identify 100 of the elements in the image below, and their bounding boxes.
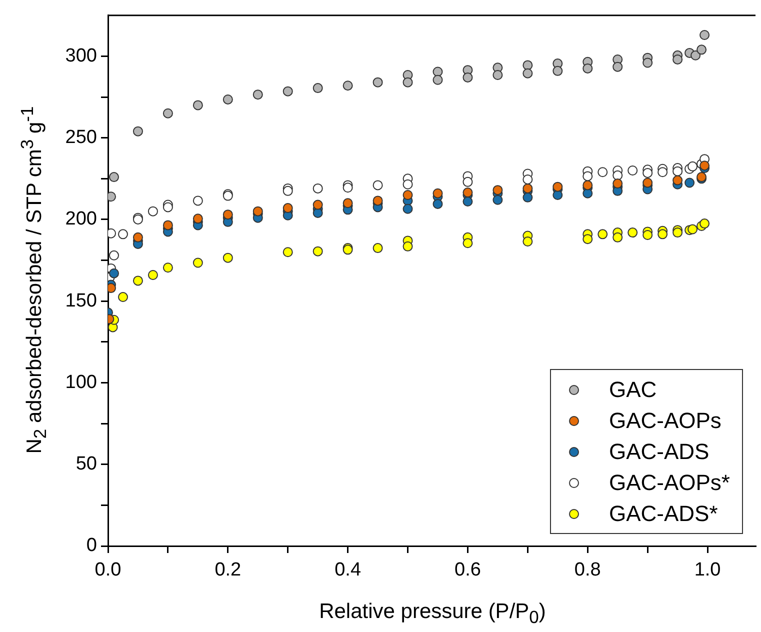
point bbox=[522, 68, 533, 78]
point bbox=[582, 171, 593, 182]
point bbox=[192, 258, 203, 268]
point bbox=[642, 230, 653, 240]
point bbox=[402, 241, 413, 252]
point bbox=[552, 182, 563, 192]
point bbox=[642, 58, 653, 68]
point bbox=[700, 30, 710, 40]
y-tick-label: 200 bbox=[65, 208, 97, 230]
x-tick-label: 1.0 bbox=[694, 560, 721, 581]
point bbox=[432, 198, 443, 209]
point bbox=[628, 166, 638, 176]
point bbox=[222, 94, 233, 104]
point bbox=[342, 80, 353, 91]
point bbox=[432, 188, 443, 198]
point bbox=[598, 229, 608, 240]
point bbox=[462, 196, 473, 207]
point bbox=[700, 160, 710, 171]
point bbox=[522, 174, 533, 184]
y-tick-label: 50 bbox=[76, 454, 97, 475]
x-axis-title: Relative pressure (P/P$_{0}$) bbox=[318, 600, 547, 628]
point bbox=[312, 200, 323, 210]
point bbox=[582, 63, 593, 74]
point bbox=[522, 183, 533, 194]
point bbox=[612, 178, 623, 189]
point bbox=[312, 246, 323, 256]
point bbox=[312, 208, 323, 218]
x-tick-label: 0.2 bbox=[214, 560, 242, 581]
point bbox=[132, 126, 143, 136]
point bbox=[522, 236, 533, 247]
y-tick-label: 300 bbox=[65, 45, 97, 66]
point bbox=[432, 74, 443, 85]
point bbox=[672, 175, 683, 186]
point bbox=[108, 250, 119, 260]
point bbox=[372, 243, 383, 254]
point bbox=[222, 210, 233, 220]
y-tick-label: 100 bbox=[65, 372, 97, 393]
point bbox=[402, 204, 413, 214]
point bbox=[598, 167, 608, 178]
point bbox=[582, 180, 593, 190]
point bbox=[688, 224, 698, 234]
x-tick-label: 0.4 bbox=[334, 560, 362, 581]
point bbox=[628, 228, 638, 238]
y-tick-label: 150 bbox=[65, 290, 97, 312]
x-tick-label: 0.0 bbox=[94, 560, 122, 581]
legend-label: GAC-AOPs* bbox=[608, 470, 730, 496]
x-tick-label: 0.6 bbox=[454, 560, 481, 581]
y-tick-label: 0 bbox=[86, 535, 97, 556]
point bbox=[342, 182, 353, 193]
point bbox=[642, 168, 653, 178]
point bbox=[492, 70, 503, 80]
point bbox=[132, 232, 143, 242]
point bbox=[222, 252, 233, 263]
legend-label: GAC-ADS bbox=[608, 438, 710, 464]
point bbox=[192, 196, 203, 206]
point bbox=[582, 234, 593, 244]
point bbox=[192, 214, 203, 224]
point bbox=[162, 262, 173, 273]
point bbox=[372, 77, 383, 88]
point bbox=[118, 229, 128, 240]
point bbox=[162, 220, 173, 230]
point bbox=[148, 206, 158, 216]
point bbox=[492, 194, 503, 205]
point bbox=[282, 86, 293, 96]
legend-label: GAC-ADS* bbox=[608, 500, 718, 526]
point bbox=[658, 167, 668, 178]
point bbox=[612, 170, 623, 180]
point bbox=[700, 218, 710, 229]
point bbox=[462, 176, 473, 187]
point bbox=[162, 108, 173, 118]
point bbox=[582, 188, 593, 198]
y-tick-label: 250 bbox=[65, 127, 97, 148]
legend-label: GAC-AOPs bbox=[608, 408, 722, 434]
point bbox=[162, 202, 173, 212]
point bbox=[462, 238, 473, 248]
point bbox=[282, 203, 293, 214]
point bbox=[612, 62, 623, 72]
point bbox=[282, 247, 293, 258]
point bbox=[402, 190, 413, 200]
point bbox=[672, 166, 683, 176]
point bbox=[252, 90, 263, 100]
point bbox=[402, 179, 413, 190]
point bbox=[492, 185, 503, 196]
point bbox=[522, 192, 533, 202]
point bbox=[658, 229, 668, 240]
point bbox=[522, 60, 533, 70]
point bbox=[148, 270, 158, 280]
x-tick-label: 0.8 bbox=[574, 560, 601, 581]
point bbox=[690, 50, 701, 60]
point bbox=[372, 196, 383, 206]
point bbox=[462, 188, 473, 198]
point bbox=[612, 232, 623, 242]
point bbox=[108, 268, 119, 278]
point bbox=[684, 178, 695, 188]
point bbox=[312, 83, 323, 94]
point bbox=[672, 54, 683, 64]
point bbox=[118, 292, 128, 302]
point bbox=[552, 66, 563, 76]
point bbox=[402, 77, 413, 88]
point bbox=[462, 72, 473, 82]
